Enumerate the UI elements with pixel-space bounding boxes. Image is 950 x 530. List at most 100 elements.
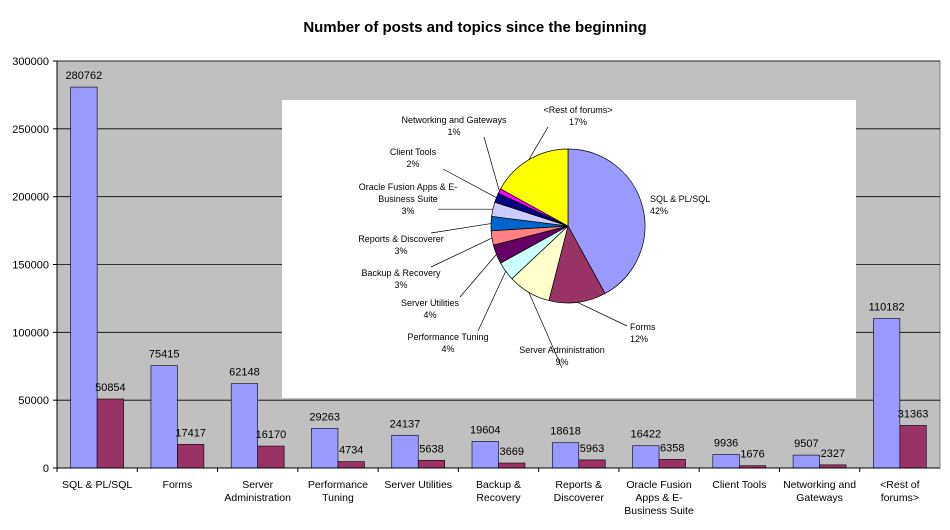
bar-value-label: 18618: [550, 426, 581, 438]
bar-value-label: 5963: [580, 443, 604, 455]
x-category-label: Tuning: [322, 492, 354, 504]
pie-slice-label: 17%: [569, 117, 587, 127]
pie-leader-line: [430, 237, 493, 268]
x-category-label: Reports &: [555, 479, 602, 491]
bar-value-label: 3669: [500, 446, 524, 458]
x-category-label: Administration: [224, 492, 291, 504]
pie-leader-line: [528, 292, 563, 369]
bar-value-label: 1676: [740, 449, 764, 461]
x-category-label: Recovery: [476, 492, 521, 504]
bar-series2-cat5: [417, 460, 446, 469]
pie-slice-label: Networking and Gateways: [401, 115, 507, 125]
pie-slice-label: Oracle Fusion Apps & E-: [359, 182, 458, 192]
bar-series1-cat5: [391, 434, 419, 469]
x-category-label: Apps & E-: [635, 492, 683, 504]
bar-value-label: 9507: [794, 438, 818, 450]
bar-series2-cat4: [337, 461, 365, 469]
y-tick-label: 250000: [12, 124, 49, 136]
x-category-label: Client Tools: [712, 479, 766, 491]
pie-slice-label: Server Utilities: [401, 298, 460, 308]
x-category-label: Gateways: [796, 492, 843, 504]
bar-value-label: 62148: [229, 367, 260, 379]
bar-series1-cat1: [70, 86, 98, 469]
pie-slice-label: 2%: [406, 159, 419, 169]
y-tick-label: 0: [43, 463, 49, 475]
pie-leader-line: [477, 271, 507, 332]
bar-value-label: 16422: [631, 429, 662, 441]
pie-slice-label: 3%: [401, 206, 414, 216]
bar-value-label: 9936: [714, 438, 738, 450]
y-tick-label: 200000: [12, 192, 49, 204]
chart-title: Number of posts and topics since the beg…: [303, 19, 646, 36]
bar-series1-cat6: [471, 441, 499, 469]
pie-slice-label: 1%: [447, 127, 460, 137]
pie-slice-1: [567, 148, 646, 294]
bar-value-label: 4734: [339, 445, 363, 457]
bar-series1-cat8: [632, 445, 660, 469]
bar-value-label: 17417: [175, 427, 206, 439]
bar-series1-cat10: [792, 454, 820, 469]
bar-series2-cat2: [177, 444, 205, 469]
bar-value-labels: 280762 50854 75415 17417 62148 16170 29263 4734…: [66, 70, 929, 461]
x-category-label: Server: [242, 479, 273, 491]
bar-series1-cat3: [230, 383, 258, 469]
bar-series2-cat11: [899, 425, 927, 469]
x-category-label: Discoverer: [554, 492, 605, 504]
pie-leader-line: [459, 254, 497, 298]
bar-value-label: 6358: [660, 442, 684, 454]
bar-value-label: 29263: [309, 411, 340, 423]
bar-series2-cat3: [257, 445, 285, 469]
y-tick-label: 50000: [18, 395, 49, 407]
y-axis: 0 50000 100000 150000 200000 250000 300000: [12, 56, 58, 475]
pie-slice-label: 3%: [394, 246, 407, 256]
pie-slice-label: Server Administration: [519, 345, 605, 355]
pie-slice-label: 4%: [423, 310, 436, 320]
pie-slice-label: Backup & Recovery: [361, 268, 441, 278]
bar-value-label: 19604: [470, 424, 501, 436]
bar-series1-cat2: [150, 365, 178, 469]
bar-series: [70, 86, 927, 469]
x-category-label: Business Suite: [624, 505, 694, 517]
bar-series2-cat6: [498, 462, 526, 469]
pie-leader-line: [577, 302, 628, 327]
x-category-label: Forms: [163, 479, 193, 491]
x-category-label: forums>: [881, 492, 919, 504]
pie-leader-line: [430, 223, 492, 234]
pie-slice-label: Business Suite: [378, 194, 438, 204]
x-category-label: Oracle Fusion: [626, 479, 692, 491]
pie-slice-label: 12%: [630, 334, 648, 344]
bar-series2-cat1: [96, 398, 124, 469]
pie-slice-label: 4%: [441, 344, 454, 354]
x-category-label: Server Utilities: [384, 479, 452, 491]
bar-value-label: 16170: [256, 429, 287, 441]
pie-slice-label: Client Tools: [390, 147, 437, 157]
y-tick-label: 300000: [12, 56, 49, 68]
bar-value-label: 280762: [66, 70, 103, 82]
pie-leader-line: [528, 126, 549, 160]
pie-leader-line: [483, 136, 500, 192]
bar-series1-cat7: [551, 442, 580, 469]
bar-value-label: 5638: [419, 443, 443, 455]
bar-series1-cat9: [712, 454, 740, 469]
x-category-label: Performance: [308, 479, 368, 491]
x-category-label: Backup &: [476, 479, 521, 491]
pie-slice-label: 3%: [394, 280, 407, 290]
x-category-label: SQL & PL/SQL: [62, 479, 132, 491]
x-category-label: Networking and: [783, 479, 856, 491]
pie-slice-label: Forms: [630, 322, 656, 332]
bar-series1-cat4: [311, 427, 339, 469]
pie-slice-label: 42%: [650, 206, 668, 216]
pie-slice-label: Reports & Discoverer: [358, 234, 444, 244]
pie-slice-label: Performance Tuning: [407, 332, 488, 342]
bar-value-label: 24137: [390, 418, 421, 430]
pie-slice-label: <Rest of forums>: [543, 105, 612, 115]
pie-slice-label: 9%: [555, 357, 568, 367]
bar-value-label: 50854: [95, 382, 126, 394]
bar-value-label: 31363: [898, 408, 929, 420]
bar-value-label: 75415: [149, 349, 180, 361]
x-category-label: <Rest of: [880, 479, 919, 491]
pie-leader-line: [442, 168, 497, 198]
bar-value-label: 2327: [821, 448, 845, 460]
